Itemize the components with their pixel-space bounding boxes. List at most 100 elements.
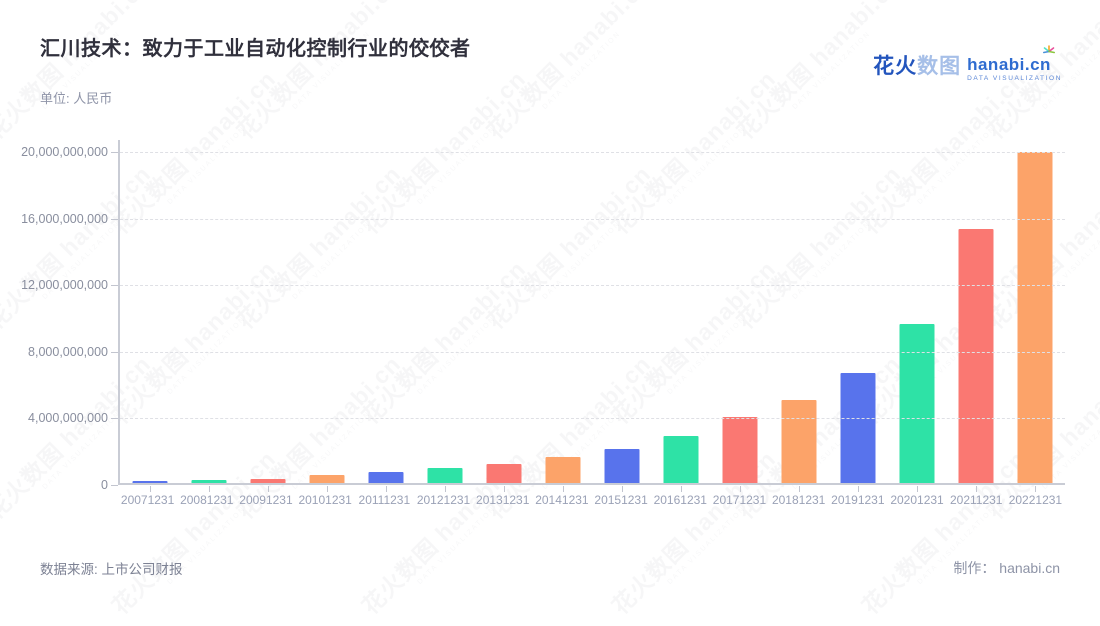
bar-slot [120, 152, 179, 492]
x-axis-tick [917, 486, 919, 492]
bar-slot [1006, 152, 1065, 492]
x-axis-label: 20101231 [298, 493, 352, 507]
x-axis-tick [208, 486, 210, 492]
y-axis-tick [111, 218, 118, 220]
gridline [120, 285, 1065, 287]
x-axis-label: 20141231 [535, 493, 589, 507]
bar-20211231 [958, 228, 994, 483]
x-axis-label: 20081231 [180, 493, 234, 507]
x-axis-tick [681, 486, 683, 492]
bar-slot [829, 152, 888, 492]
bar-20141231 [545, 457, 581, 483]
plot-area [111, 140, 1065, 492]
y-axis-tick [111, 351, 118, 353]
chart-title: 汇川技术：致力于工业自动化控制行业的佼佼者 [40, 38, 471, 60]
y-axis-label: 0 [101, 478, 108, 492]
hanabi-logo: 花火数图 hanabi.cn DATA VISUALIZATION [873, 45, 1062, 82]
gridline [120, 218, 1065, 220]
x-axis-tick [740, 486, 742, 492]
bar-slot [179, 152, 238, 492]
x-axis-tick [326, 486, 328, 492]
bar-slot [888, 152, 947, 492]
bar-20191231 [840, 373, 876, 483]
gridline [120, 351, 1065, 353]
y-axis-label: 4,000,000,000 [28, 411, 108, 426]
x-axis-labels: 20071231 20081231 20091231 20101231 20111231… [118, 493, 1065, 507]
bar-slot [356, 152, 415, 492]
x-axis-tick [503, 486, 505, 492]
bar-20081231 [191, 480, 227, 483]
x-axis-label: 20201231 [890, 493, 944, 507]
x-axis-tick [622, 486, 624, 492]
x-axis-tick [799, 486, 801, 492]
bar-slot [474, 152, 533, 492]
x-axis-label: 20111231 [358, 493, 411, 507]
bar-20201231 [899, 323, 935, 483]
bar-slot [770, 152, 829, 492]
logo-hanabi-text: hanabi.cn [967, 55, 1051, 74]
bar-slot [238, 152, 297, 492]
x-axis-label: 20091231 [239, 493, 293, 507]
bar-slot [947, 152, 1006, 492]
unit-label: 单位: 人民币 [40, 91, 113, 106]
bar-20101231 [309, 475, 345, 483]
gridline [120, 418, 1065, 420]
bar-20121231 [427, 468, 463, 483]
bar-20221231 [1017, 152, 1053, 483]
x-axis-tick [267, 486, 269, 492]
bar-slot [297, 152, 356, 492]
x-axis-tick [976, 486, 978, 492]
bar-20131231 [486, 463, 522, 483]
y-axis-label: 12,000,000,000 [21, 278, 108, 293]
x-axis-tick [1035, 486, 1037, 492]
x-axis-label: 20191231 [831, 493, 885, 507]
y-axis-tick [111, 485, 118, 486]
x-axis-label: 20161231 [653, 493, 707, 507]
x-axis-label: 20151231 [594, 493, 648, 507]
x-axis-label: 20071231 [120, 493, 175, 507]
x-axis-label: 20211231 [949, 493, 1003, 507]
logo-tagline: DATA VISUALIZATION [967, 75, 1062, 82]
y-axis-label: 20,000,000,000 [21, 145, 108, 159]
bar-slot [711, 152, 770, 492]
bar-20151231 [604, 448, 640, 483]
bar-slot [593, 152, 652, 492]
bar-slot [415, 152, 474, 492]
logo-shutu-text: 数图 [917, 55, 962, 78]
x-axis-tick [385, 486, 387, 492]
firework-spark-icon [1042, 45, 1055, 54]
x-axis-label: 20221231 [1008, 493, 1063, 507]
bar-20111231 [368, 471, 404, 483]
bar-20071231 [132, 480, 168, 483]
y-axis-label: 16,000,000,000 [21, 211, 108, 226]
data-source-note: 数据来源: 上市公司财报 [40, 562, 183, 577]
x-axis-tick [858, 486, 860, 492]
y-axis-tick [111, 285, 118, 287]
x-axis-tick [562, 486, 564, 492]
bar-slot [652, 152, 711, 492]
bar-20091231 [250, 478, 286, 483]
credit-note: 制作： hanabi.cn [953, 560, 1060, 576]
bars-container [120, 152, 1065, 492]
logo-huahuo-text: 花火 [873, 55, 918, 78]
x-axis-tick [149, 486, 151, 492]
y-axis-tick [111, 418, 118, 420]
x-axis-label: 20131231 [476, 493, 530, 507]
gridline [120, 152, 1065, 153]
x-axis-label: 20171231 [712, 493, 767, 507]
logo-chinese-text: 花火数图 [873, 52, 961, 77]
bar-20171231 [722, 416, 758, 483]
y-axis-labels: 20,000,000,000 16,000,000,000 12,000,000,0… [0, 140, 108, 492]
x-axis-label: 20181231 [771, 493, 826, 507]
bar-20161231 [663, 436, 699, 483]
bar-slot [533, 152, 592, 492]
y-axis-tick [111, 152, 118, 153]
y-axis-label: 8,000,000,000 [28, 344, 108, 359]
logo-english-block: hanabi.cn DATA VISUALIZATION [967, 45, 1062, 82]
x-axis-tick [444, 486, 446, 492]
x-axis-label: 20121231 [416, 493, 471, 507]
